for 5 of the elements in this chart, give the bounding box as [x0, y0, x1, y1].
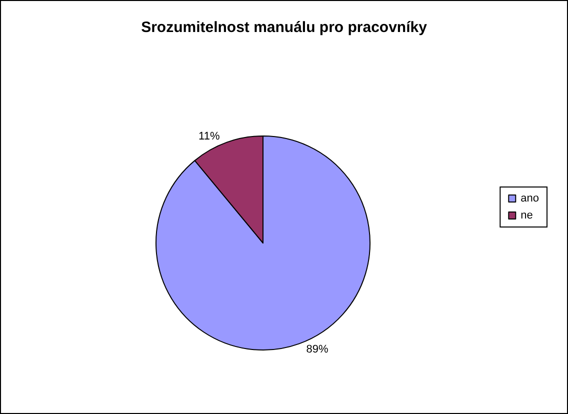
data-label: 89%: [306, 343, 329, 356]
chart-title: Srozumitelnost manuálu pro pracovníky: [141, 19, 428, 36]
data-label: 11%: [198, 130, 220, 143]
legend-label: ano: [520, 192, 540, 204]
legend-label: ne: [520, 210, 533, 222]
